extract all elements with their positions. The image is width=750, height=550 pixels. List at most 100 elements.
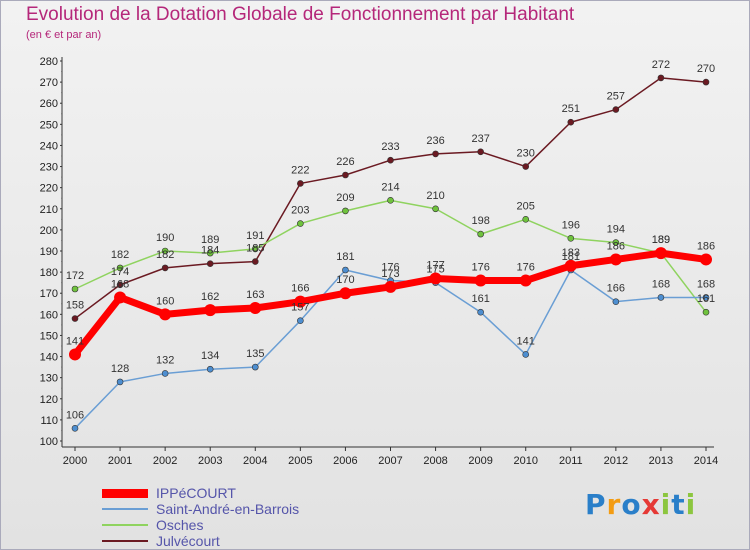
data-label: 163 — [246, 289, 264, 301]
data-label: 168 — [697, 278, 715, 290]
data-point — [702, 294, 710, 301]
data-point — [116, 281, 124, 289]
legend-label: Saint-André-en-Barrois — [156, 501, 300, 517]
data-label: 190 — [156, 232, 174, 244]
y-tick-label: 260 — [40, 98, 58, 110]
data-point — [612, 239, 620, 246]
data-label: 272 — [652, 59, 670, 71]
data-point — [342, 266, 349, 274]
x-tick-label: 2001 — [108, 455, 132, 467]
data-label: 134 — [201, 350, 219, 362]
data-point — [432, 150, 439, 158]
data-point — [69, 348, 81, 361]
data-point — [297, 317, 304, 324]
y-tick-label: 240 — [40, 140, 58, 152]
data-label: 226 — [336, 156, 354, 168]
y-tick-label: 270 — [40, 77, 58, 89]
proxiti-logo: Proxiti — [585, 488, 696, 521]
y-tick-label: 210 — [40, 204, 58, 216]
data-point — [161, 247, 169, 255]
chart-subtitle: (en € et par an) — [26, 29, 102, 41]
data-point — [114, 291, 127, 304]
data-point — [522, 216, 530, 223]
data-point — [657, 294, 665, 301]
data-label: 184 — [201, 245, 219, 257]
legend-label: IPPéCOURT — [156, 485, 236, 501]
data-point — [612, 106, 620, 113]
data-point — [522, 351, 530, 358]
data-point — [71, 285, 79, 293]
x-tick-label: 2005 — [288, 455, 312, 467]
data-point — [251, 363, 259, 371]
data-point — [477, 148, 484, 156]
x-tick-label: 2011 — [559, 455, 583, 467]
data-label: 168 — [111, 278, 129, 290]
data-label: 141 — [517, 335, 535, 347]
data-label: 230 — [517, 148, 535, 160]
data-label: 161 — [471, 293, 489, 305]
x-tick-label: 2007 — [378, 455, 402, 467]
data-point — [567, 118, 575, 126]
data-point — [654, 247, 667, 260]
legend-swatch — [102, 488, 148, 498]
data-point — [522, 163, 530, 170]
data-label: 174 — [111, 266, 129, 278]
legend-item: Saint-André-en-Barrois — [102, 501, 299, 517]
data-label: 233 — [381, 141, 399, 153]
y-tick-label: 110 — [40, 415, 58, 427]
data-label: 181 — [336, 251, 354, 263]
x-tick-label: 2008 — [423, 455, 447, 467]
legend-item: Osches — [102, 517, 203, 533]
logo-letter: i — [685, 488, 697, 521]
data-label: 214 — [381, 181, 399, 193]
data-point — [342, 207, 349, 215]
data-point — [161, 370, 169, 377]
data-point — [567, 235, 575, 242]
data-point — [519, 274, 532, 287]
logo-letter: t — [671, 488, 686, 521]
data-label: 236 — [426, 135, 444, 147]
data-label: 158 — [66, 300, 84, 312]
x-tick-label: 2006 — [333, 455, 357, 467]
data-point — [206, 365, 214, 373]
x-tick-label: 2010 — [513, 455, 537, 467]
data-label: 270 — [697, 63, 715, 75]
data-label: 141 — [66, 335, 84, 347]
y-tick-label: 170 — [40, 288, 58, 300]
data-label: 222 — [291, 164, 309, 176]
data-label: 135 — [246, 348, 264, 360]
legend-swatch — [102, 540, 148, 542]
data-label: 257 — [607, 91, 625, 103]
data-label: 189 — [201, 234, 219, 246]
logo-letter: x — [641, 488, 661, 521]
data-point — [477, 230, 484, 238]
legend-item: Julvécourt — [102, 533, 220, 549]
y-tick-label: 130 — [40, 373, 58, 385]
data-label: 189 — [652, 234, 670, 246]
y-tick-label: 200 — [40, 225, 58, 237]
data-point — [612, 298, 620, 305]
data-point — [206, 260, 214, 267]
data-label: 128 — [111, 363, 129, 375]
y-tick-label: 100 — [40, 436, 58, 448]
y-tick-label: 250 — [40, 119, 58, 131]
data-label: 166 — [607, 283, 625, 295]
data-point — [432, 205, 439, 213]
data-label: 182 — [111, 249, 129, 261]
legend-label: Julvécourt — [156, 533, 220, 549]
data-point — [297, 220, 304, 227]
data-label: 170 — [336, 274, 354, 286]
data-point — [251, 245, 259, 253]
y-tick-label: 120 — [40, 394, 58, 406]
data-label: 186 — [607, 240, 625, 252]
data-label: 251 — [562, 103, 580, 115]
data-point — [702, 308, 710, 316]
data-label: 205 — [517, 200, 535, 212]
data-point — [387, 156, 394, 164]
data-label: 106 — [66, 409, 84, 421]
data-point — [339, 287, 352, 300]
data-point — [294, 295, 307, 308]
data-label: 182 — [156, 249, 174, 261]
